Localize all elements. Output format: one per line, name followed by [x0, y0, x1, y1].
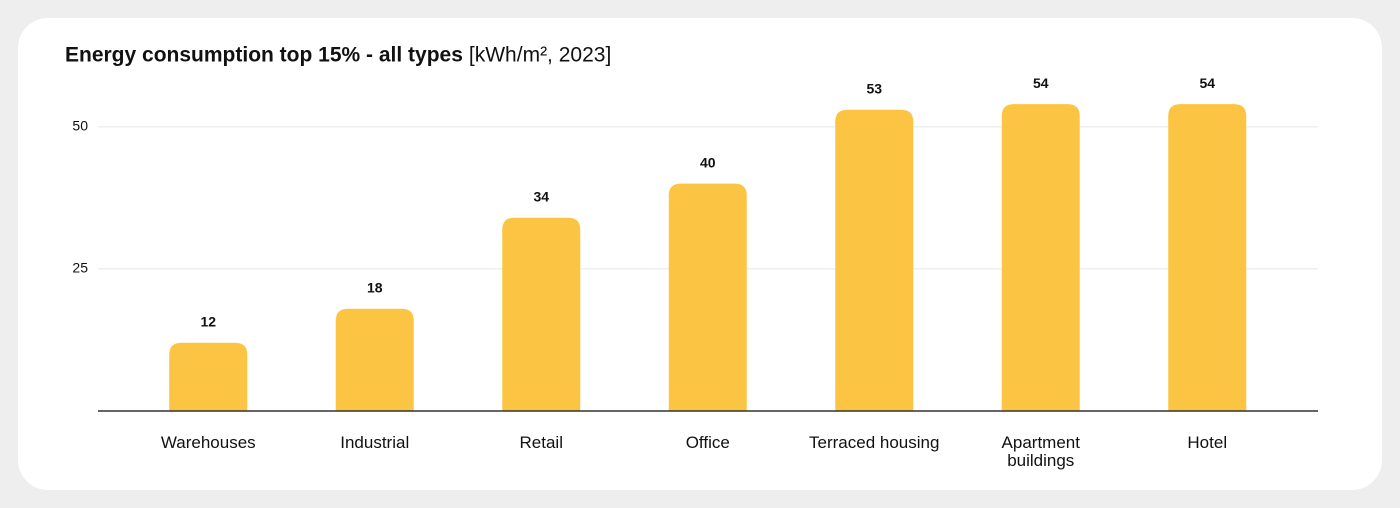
value-label: 18: [367, 279, 383, 295]
x-tick-label: Industrial: [340, 433, 410, 452]
x-tick-label: Hotel: [1187, 433, 1228, 452]
y-tick-label: 25: [72, 260, 88, 276]
value-label: 34: [533, 188, 549, 204]
value-label: 53: [866, 80, 882, 96]
chart-subtitle: [kWh/m², 2023]: [469, 44, 611, 67]
bar: [835, 109, 914, 412]
x-tick-label: Retail: [519, 433, 563, 452]
chart-title: Energy consumption top 15% - all types: [65, 44, 463, 67]
x-tick-label: Warehouses: [160, 433, 256, 452]
x-tick-label: Terraced housing: [809, 433, 940, 452]
bar: [1001, 104, 1080, 411]
value-label: 54: [1033, 75, 1049, 91]
value-label: 40: [700, 154, 716, 170]
value-label: 54: [1199, 75, 1215, 91]
x-tick-label: Office: [685, 433, 730, 452]
bar: [169, 342, 248, 411]
bar: [668, 183, 747, 411]
bar: [1168, 104, 1247, 411]
bar: [335, 308, 414, 411]
bar: [502, 217, 581, 411]
x-tick-label: Apartment buildings: [1001, 433, 1080, 470]
value-label: 12: [200, 314, 216, 330]
y-tick-label: 50: [72, 118, 88, 134]
